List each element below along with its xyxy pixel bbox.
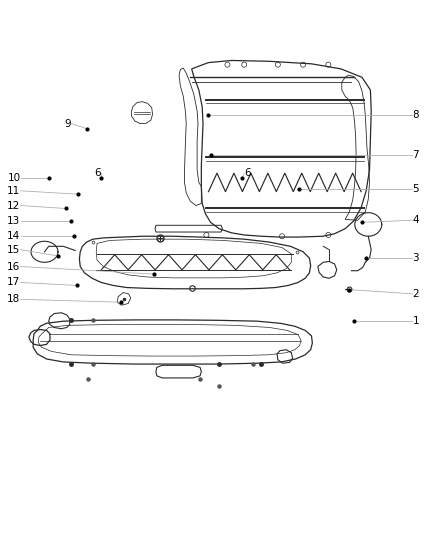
Text: 3: 3: [413, 253, 419, 263]
Text: 16: 16: [7, 262, 21, 271]
Text: 14: 14: [7, 231, 21, 241]
Text: 15: 15: [7, 245, 21, 255]
Text: 1: 1: [413, 316, 419, 326]
Text: 12: 12: [7, 200, 21, 211]
Text: 17: 17: [7, 278, 21, 287]
Text: 8: 8: [413, 110, 419, 120]
Text: 7: 7: [413, 150, 419, 160]
Text: 18: 18: [7, 294, 21, 304]
Text: 6: 6: [95, 168, 101, 178]
Text: 10: 10: [7, 173, 21, 183]
Text: 5: 5: [413, 184, 419, 193]
Text: 11: 11: [7, 186, 21, 196]
Text: 2: 2: [413, 289, 419, 299]
Text: 13: 13: [7, 216, 21, 226]
Text: 4: 4: [413, 215, 419, 225]
Text: 9: 9: [64, 118, 71, 128]
Text: 6: 6: [244, 168, 251, 178]
